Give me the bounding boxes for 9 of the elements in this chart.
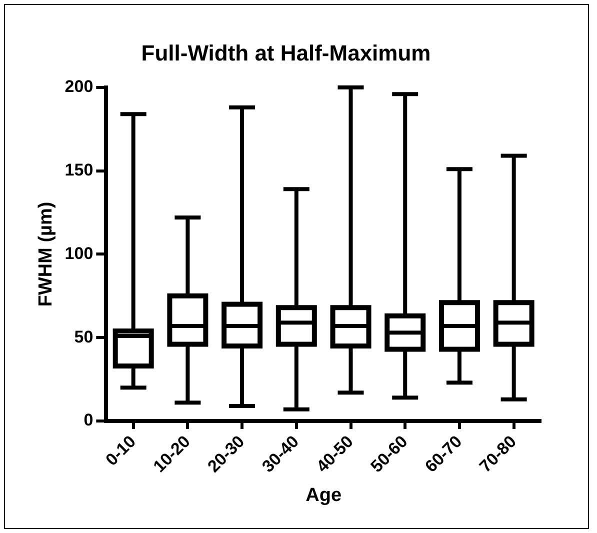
y-tick-label: 0 xyxy=(84,410,94,430)
y-tick-label: 100 xyxy=(64,244,94,263)
y-axis-title: FWHM (µm) xyxy=(36,202,57,307)
x-axis-title: Age xyxy=(306,484,342,506)
y-tick-label: 50 xyxy=(74,327,94,346)
y-tick-label: 150 xyxy=(64,160,94,180)
x-tick-label: 0-10 xyxy=(102,432,140,470)
chart-title: Full-Width at Half-Maximum xyxy=(141,40,431,66)
y-tick-label: 200 xyxy=(64,77,94,96)
